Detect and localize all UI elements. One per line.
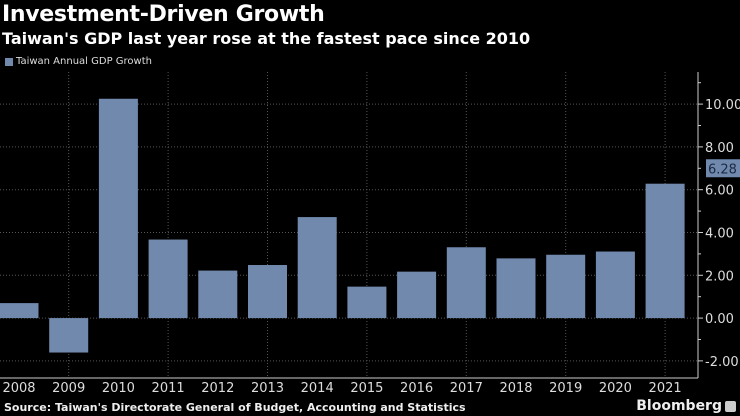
- chart-icon: [725, 401, 736, 412]
- chart-title: Investment-Driven Growth: [2, 2, 325, 27]
- bar-2008: [0, 303, 39, 319]
- x-tick-label: 2020: [599, 381, 632, 396]
- bar-2014: [297, 217, 337, 319]
- legend: Taiwan Annual GDP Growth: [5, 56, 152, 67]
- bar-2016: [397, 271, 437, 319]
- x-tick-label: 2018: [499, 381, 532, 396]
- bar-2018: [496, 258, 536, 319]
- bar-2011: [148, 239, 188, 319]
- bar-2009: [49, 318, 89, 353]
- bar-2013: [248, 265, 287, 319]
- x-tick-label: 2013: [251, 381, 284, 396]
- y-tick-label: -2.00: [705, 355, 739, 370]
- legend-swatch: [5, 57, 13, 66]
- y-tick-label: 10.00: [705, 98, 740, 113]
- x-tick-label: 2017: [450, 381, 483, 396]
- bar-2010: [98, 98, 138, 319]
- source-note: Source: Taiwan's Directorate General of …: [4, 401, 466, 414]
- brand-logo: Bloomberg: [636, 398, 722, 414]
- legend-label: Taiwan Annual GDP Growth: [16, 56, 152, 67]
- x-tick-label: 2019: [549, 381, 582, 396]
- last-value-callout: [699, 159, 740, 184]
- x-tick-label: 2021: [649, 381, 682, 396]
- bar-2020: [595, 251, 635, 319]
- chart-subtitle: Taiwan's GDP last year rose at the faste…: [2, 29, 531, 48]
- x-tick-label: 2015: [350, 381, 383, 396]
- x-tick-label: 2009: [52, 381, 85, 396]
- bar-2019: [546, 254, 586, 319]
- y-tick-label: 4.00: [705, 226, 734, 241]
- y-tick-label: 8.00: [705, 141, 734, 156]
- y-tick-label: 0.00: [705, 312, 734, 327]
- y-tick-label: 2.00: [705, 269, 734, 284]
- bar-2015: [347, 286, 387, 319]
- x-tick-label: 2014: [301, 381, 334, 396]
- last-value-label: 6.28: [708, 162, 737, 177]
- bar-2012: [198, 270, 238, 319]
- x-tick-label: 2008: [2, 381, 35, 396]
- x-tick-label: 2010: [102, 381, 135, 396]
- bar-2017: [446, 247, 486, 319]
- bar-2021: [645, 183, 685, 319]
- x-tick-label: 2011: [152, 381, 185, 396]
- x-tick-label: 2012: [201, 381, 234, 396]
- bar-chart: -2.00 0.00 2.00 4.00 6.00 8.00 10.00 2008 2009 20…: [0, 72, 740, 396]
- y-tick-label: 6.00: [705, 184, 734, 199]
- x-tick-label: 2016: [400, 381, 433, 396]
